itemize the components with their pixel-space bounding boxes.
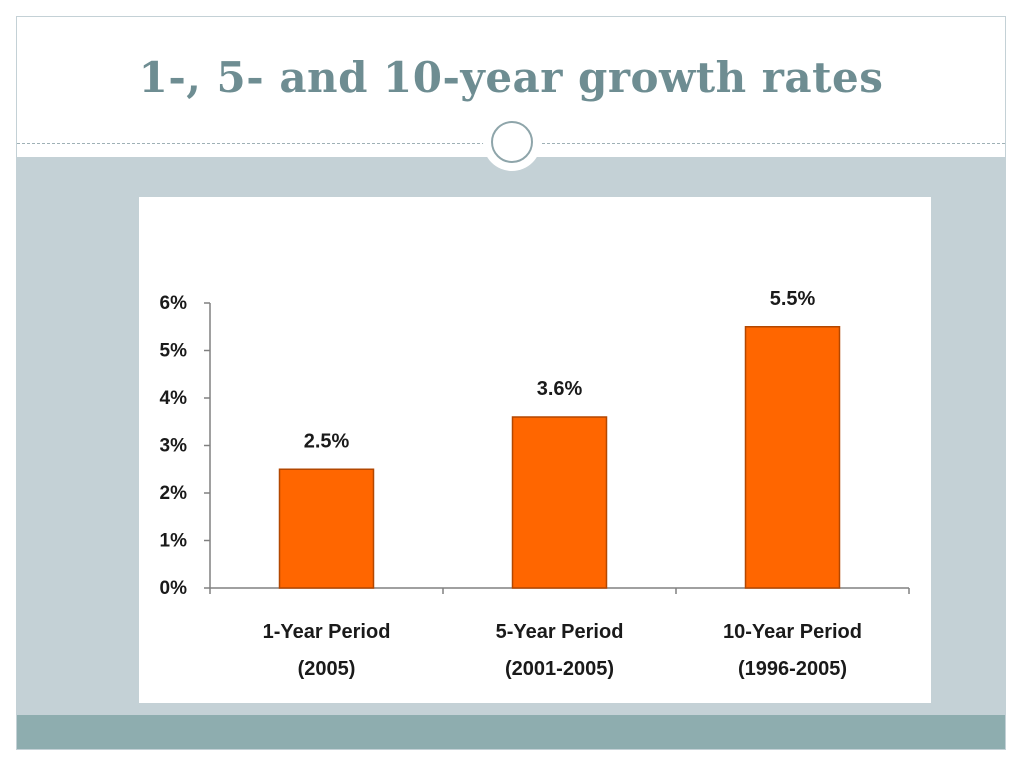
- y-tick-label: 4%: [160, 388, 188, 409]
- slide-title: 1-, 5- and 10-year growth rates: [138, 53, 884, 102]
- y-tick-label: 6%: [160, 293, 188, 314]
- chart-panel: 0% 1% 2% 3% 4% 5% 6% 2.5% 1-Year Period (2005) 3.6…: [139, 197, 931, 703]
- x-category-label: (1996-2005): [738, 658, 847, 680]
- data-label: 5.5%: [770, 288, 816, 310]
- y-tick-label: 2%: [160, 483, 188, 504]
- content-area: 0% 1% 2% 3% 4% 5% 6% 2.5% 1-Year Period (2005) 3.6…: [17, 157, 1005, 715]
- divider-circle-ornament: [483, 113, 541, 171]
- bar: [278, 468, 375, 589]
- y-tick-label: 1%: [160, 531, 188, 552]
- y-tick-label: 5%: [160, 341, 188, 362]
- x-category-label: 1-Year Period: [263, 621, 391, 643]
- bar: [744, 326, 841, 589]
- data-label: 3.6%: [537, 378, 583, 400]
- x-category-label: (2005): [298, 658, 356, 680]
- divider-circle-ring: [491, 121, 533, 163]
- bar-chart: 0% 1% 2% 3% 4% 5% 6% 2.5% 1-Year Period (2005) 3.6…: [160, 288, 910, 680]
- x-category-label: (2001-2005): [505, 658, 614, 680]
- x-category-label: 5-Year Period: [496, 621, 624, 643]
- slide: 1-, 5- and 10-year growth rates 0% 1% 2% 3%…: [16, 16, 1006, 750]
- bar: [511, 416, 608, 589]
- x-category-label: 10-Year Period: [723, 621, 862, 643]
- y-tick-label: 0%: [160, 578, 188, 599]
- footer-bar: [17, 715, 1005, 749]
- data-label: 2.5%: [304, 430, 350, 452]
- y-tick-label: 3%: [160, 436, 188, 457]
